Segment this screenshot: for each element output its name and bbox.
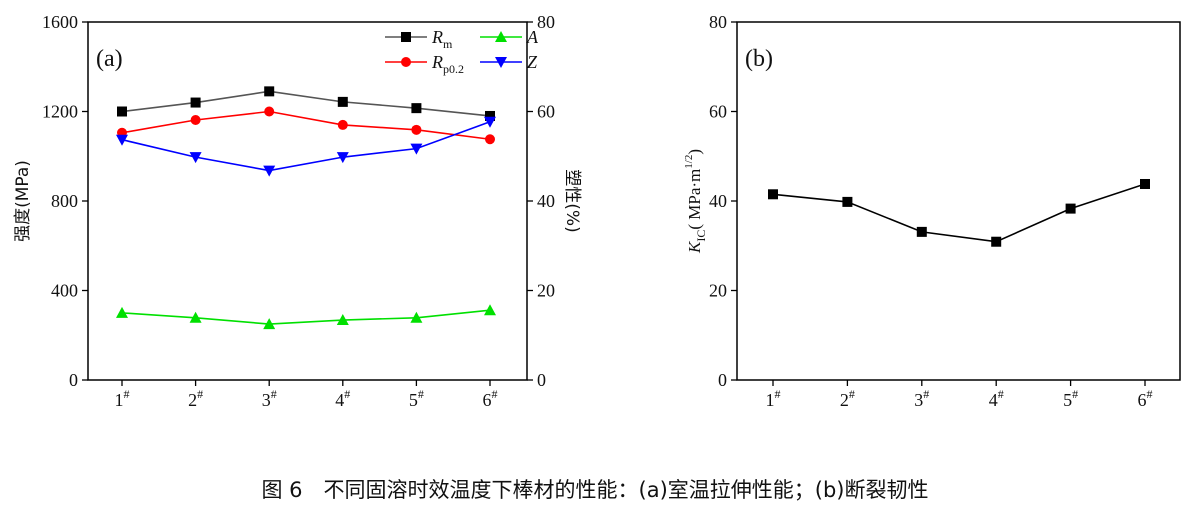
y-tick-label: 1200 xyxy=(42,102,78,122)
legend-label: Z xyxy=(527,52,538,72)
y2-tick-label: 80 xyxy=(537,12,555,32)
data-point-Rm xyxy=(337,96,348,107)
y-tick-label: 20 xyxy=(709,281,727,301)
legend-marker xyxy=(495,57,507,68)
legend-label: Rm xyxy=(431,27,453,51)
data-point-A xyxy=(116,306,128,318)
y-tick-label: 40 xyxy=(709,191,727,211)
y2-tick-label: 20 xyxy=(537,281,555,301)
data-point-Z xyxy=(263,165,276,177)
x-tick-label: 5# xyxy=(409,387,424,410)
data-point-Rp0.2 xyxy=(485,134,495,145)
y2-tick-label: 60 xyxy=(537,102,555,122)
data-point-Rm xyxy=(190,97,201,108)
data-point-A xyxy=(336,314,349,326)
x-tick-label: 3# xyxy=(914,387,929,410)
panel-label: (a) xyxy=(96,46,123,72)
data-point-s0 xyxy=(768,189,778,200)
panel-label: (b) xyxy=(745,46,773,72)
data-point-Rm xyxy=(485,110,495,121)
y2-tick-label: 0 xyxy=(537,370,546,390)
x-tick-label: 3# xyxy=(262,387,277,410)
y2-axis-label: 塑性(%) xyxy=(562,169,582,232)
data-point-s0 xyxy=(916,226,927,237)
data-point-Z xyxy=(336,152,349,164)
y-tick-label: 800 xyxy=(51,191,78,211)
data-point-A xyxy=(189,311,202,323)
data-point-Rp0.2 xyxy=(190,115,201,126)
legend-label: Rp0.2 xyxy=(431,52,464,76)
y-tick-label: 60 xyxy=(709,102,727,122)
legend-label: A xyxy=(526,27,539,47)
data-point-Rm xyxy=(117,106,127,117)
data-point-s0 xyxy=(1140,178,1150,189)
y-tick-label: 80 xyxy=(709,12,727,32)
series-line-s0 xyxy=(772,183,1146,243)
x-tick-label: 6# xyxy=(483,387,498,410)
series-line-A xyxy=(121,309,491,325)
series-line-Rm xyxy=(121,90,491,117)
data-point-Z xyxy=(116,134,128,146)
x-tick-label: 1# xyxy=(115,387,130,410)
x-tick-label: 6# xyxy=(1138,387,1153,410)
y-tick-label: 400 xyxy=(51,281,78,301)
data-point-Rp0.2 xyxy=(264,106,275,117)
legend-marker xyxy=(401,32,411,42)
series-line-Z xyxy=(121,121,491,172)
data-point-Rm xyxy=(264,86,275,97)
x-tick-label: 2# xyxy=(840,387,855,410)
y2-tick-label: 40 xyxy=(537,191,555,211)
data-point-A xyxy=(263,318,276,330)
y-tick-label: 0 xyxy=(69,370,78,390)
plot-frame xyxy=(736,21,1181,381)
data-point-Rp0.2 xyxy=(337,119,348,130)
data-point-Rm xyxy=(411,103,422,114)
data-point-A xyxy=(410,311,423,323)
x-tick-label: 2# xyxy=(188,387,203,410)
data-point-s0 xyxy=(842,196,853,207)
data-point-Rp0.2 xyxy=(411,124,422,135)
data-point-s0 xyxy=(1065,203,1076,214)
x-tick-label: 4# xyxy=(335,387,350,410)
y-tick-label: 0 xyxy=(718,370,727,390)
data-point-Z xyxy=(189,152,202,164)
figure-caption: 图 6 不同固溶时效温度下棒材的性能：(a)室温拉伸性能；(b)断裂韧性 xyxy=(261,478,929,502)
y-axis-label: KIC( MPa·m1/2) xyxy=(683,149,708,254)
data-point-Z xyxy=(484,116,496,128)
x-tick-label: 1# xyxy=(766,387,781,410)
x-tick-label: 4# xyxy=(989,387,1004,410)
series-line-Rp0.2 xyxy=(121,110,491,141)
x-tick-label: 5# xyxy=(1063,387,1078,410)
legend-marker xyxy=(495,31,507,42)
data-point-Z xyxy=(410,143,423,155)
y-axis-label: 强度(MPa) xyxy=(13,160,33,242)
legend-marker xyxy=(401,57,411,67)
data-point-A xyxy=(484,304,496,316)
y-tick-label: 1600 xyxy=(42,12,78,32)
data-point-s0 xyxy=(991,236,1002,247)
